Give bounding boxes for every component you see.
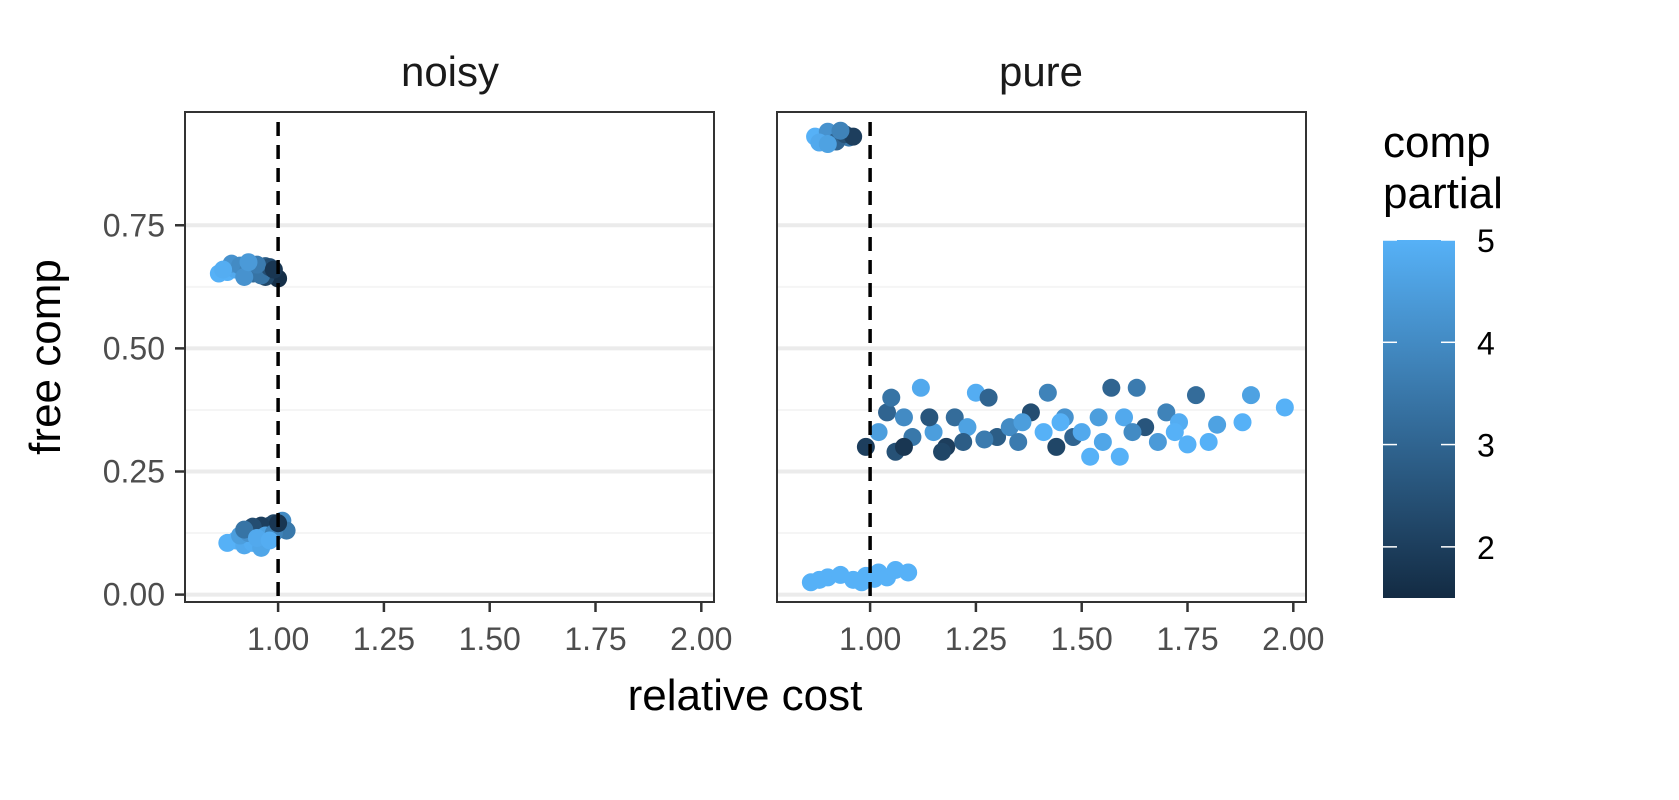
data-point <box>933 442 952 461</box>
data-point <box>924 423 943 442</box>
x-tick-label: 2.00 <box>1262 621 1324 657</box>
data-point <box>878 403 897 422</box>
x-tick-label: 1.00 <box>247 621 309 657</box>
legend-title-line-2: partial <box>1383 169 1503 218</box>
x-ticks-pure: 1.00 1.25 1.50 1.75 2.00 <box>839 602 1324 657</box>
data-point <box>1047 437 1066 456</box>
x-ticks-noisy: 1.00 1.25 1.50 1.75 2.00 <box>247 602 732 657</box>
x-tick-label: 1.75 <box>564 621 626 657</box>
data-point <box>856 437 875 456</box>
data-point <box>954 432 973 451</box>
data-point <box>1009 432 1028 451</box>
data-point <box>1072 423 1091 442</box>
data-point <box>1013 413 1032 432</box>
data-point <box>979 388 998 407</box>
colorbar-tick-label: 4 <box>1477 325 1495 361</box>
y-tick-label: 0.25 <box>103 453 165 489</box>
data-point <box>1186 386 1205 405</box>
facet-noisy: noisy 1.00 1.25 1.50 1.75 2.00 0.000.250.500… <box>103 48 733 657</box>
data-point <box>1123 423 1142 442</box>
x-axis-title: relative cost <box>628 671 863 720</box>
data-point <box>1233 413 1252 432</box>
data-point <box>869 423 888 442</box>
data-point <box>1157 403 1176 422</box>
data-point <box>1178 435 1197 454</box>
x-tick-label: 1.75 <box>1156 621 1218 657</box>
gridlines-pure <box>777 223 1306 597</box>
y-tick-label: 0.50 <box>103 330 165 366</box>
data-point <box>899 563 918 582</box>
data-point <box>235 267 254 286</box>
data-point <box>260 531 279 550</box>
data-point <box>920 408 939 427</box>
panel-border-pure <box>776 111 1307 603</box>
data-point <box>945 408 964 427</box>
y-tick-label: 0.75 <box>103 207 165 243</box>
panel-border-noisy <box>184 111 715 603</box>
colorbar-tick-label: 5 <box>1477 223 1495 259</box>
legend: comp partial 2 3 4 5 <box>1383 118 1503 598</box>
data-point <box>818 135 837 154</box>
data-point <box>1081 447 1100 466</box>
data-point <box>882 388 901 407</box>
data-point <box>1127 378 1146 397</box>
data-point <box>831 121 850 140</box>
data-point <box>958 418 977 437</box>
data-point <box>1038 383 1057 402</box>
data-point <box>894 408 913 427</box>
y-ticks-noisy: 0.00 0.25 0.50 0.75 <box>103 207 185 613</box>
data-point <box>1110 447 1129 466</box>
data-point <box>1148 432 1167 451</box>
data-point <box>239 253 258 272</box>
data-point <box>214 260 233 279</box>
colorbar-tick-label: 2 <box>1477 530 1495 566</box>
data-point <box>1102 378 1121 397</box>
points-noisy <box>209 253 296 557</box>
x-tick-label: 1.50 <box>459 621 521 657</box>
data-point <box>1275 398 1294 417</box>
data-point <box>1199 432 1218 451</box>
data-point <box>975 430 994 449</box>
data-point <box>1093 432 1112 451</box>
colorbar <box>1383 240 1455 598</box>
data-point <box>1208 415 1227 434</box>
data-point <box>865 569 884 588</box>
colorbar-tick-label: 3 <box>1477 428 1495 464</box>
data-point <box>1089 408 1108 427</box>
data-point <box>1165 423 1184 442</box>
colorbar-ticks: 2 3 4 5 <box>1383 223 1495 566</box>
facet-title-noisy: noisy <box>401 48 499 95</box>
points-pure <box>801 121 1294 592</box>
x-tick-label: 1.25 <box>353 621 415 657</box>
data-point <box>235 520 254 539</box>
y-tick-label: 0.00 <box>103 577 165 613</box>
data-point <box>894 437 913 456</box>
gridlines-noisy <box>185 223 714 597</box>
facet-title-pure: pure <box>999 48 1083 95</box>
data-point <box>1115 408 1134 427</box>
data-point <box>264 260 283 279</box>
x-tick-label: 2.00 <box>670 621 732 657</box>
data-point <box>1034 423 1053 442</box>
data-point <box>911 378 930 397</box>
x-tick-label: 1.25 <box>945 621 1007 657</box>
x-tick-label: 1.50 <box>1051 621 1113 657</box>
legend-title-line-1: comp <box>1383 118 1491 167</box>
facet-pure: pure 1.00 1.25 1.50 1.75 2.00 <box>776 48 1324 657</box>
data-point <box>1051 413 1070 432</box>
y-axis-title: free comp <box>21 259 70 455</box>
data-point <box>1241 386 1260 405</box>
x-tick-label: 1.00 <box>839 621 901 657</box>
